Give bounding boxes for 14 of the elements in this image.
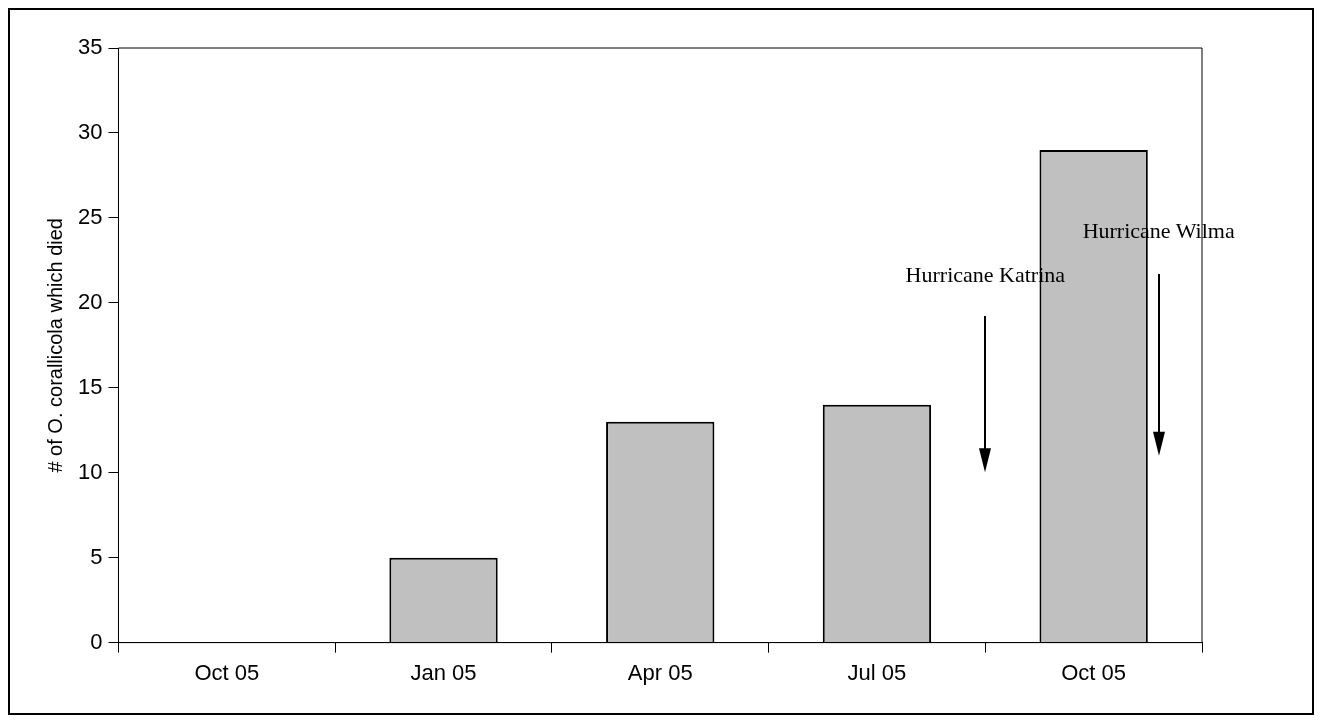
x-tick-label: Apr 05 — [627, 659, 693, 685]
x-tick-label: Jan 05 — [410, 659, 477, 685]
y-tick-label: 25 — [77, 203, 103, 229]
y-tick-label: 35 — [77, 34, 103, 60]
y-tick-label: 20 — [77, 288, 103, 314]
y-axis-title: # of O. corallicola which died — [43, 218, 66, 473]
y-tick-label: 0 — [90, 628, 103, 654]
y-tick-label: 10 — [77, 458, 103, 484]
x-tick-label: Oct 05 — [194, 659, 260, 685]
y-tick-label: 30 — [77, 119, 103, 145]
y-tick-label: 15 — [77, 373, 103, 399]
x-tick-label: Jul 05 — [847, 659, 907, 685]
x-tick-label: Oct 05 — [1061, 659, 1127, 685]
y-tick-label: 5 — [90, 543, 103, 569]
